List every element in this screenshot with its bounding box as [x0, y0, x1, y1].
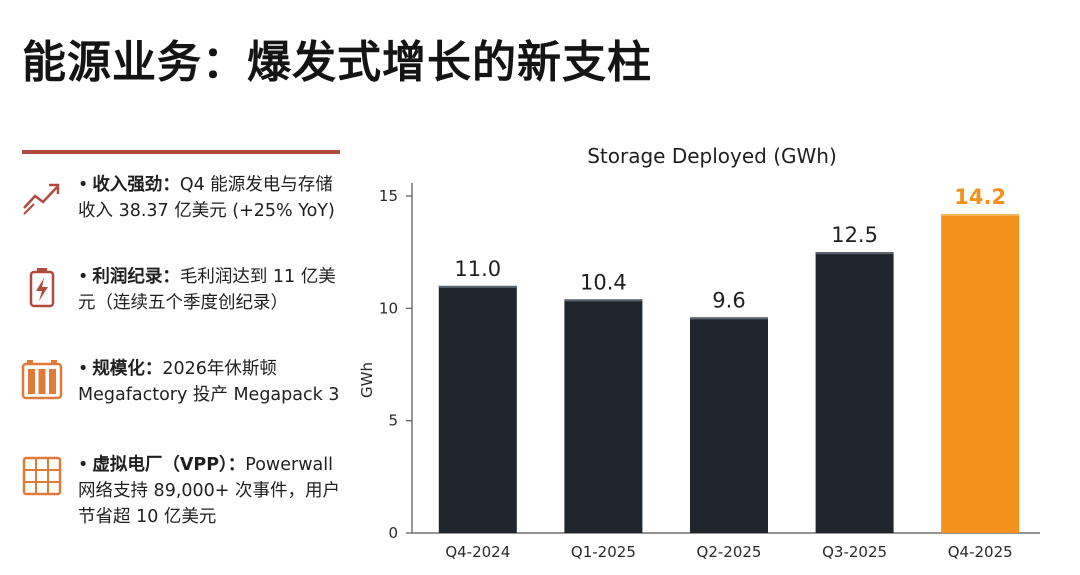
- bar-q2-2025: [690, 317, 768, 533]
- storage-bar-chart: Storage Deployed (GWh) GWh 0 5 10 15 11.0 Q4-…: [358, 144, 1040, 561]
- accent-divider: [22, 150, 340, 154]
- x-tick-label: Q4-2025: [948, 543, 1013, 561]
- x-tick-label: Q4-2024: [445, 543, 510, 561]
- bar-q4-2024: [438, 285, 517, 533]
- bar-value-label: 9.6: [712, 288, 745, 312]
- bar-value-label: 12.5: [831, 223, 878, 247]
- bar-value-label: 14.2: [954, 185, 1006, 209]
- bar-q3-2025: [815, 252, 894, 533]
- page-title: 能源业务：爆发式增长的新支柱: [22, 37, 652, 88]
- bullet-revenue: • 收入强劲：Q4 能源发电与存储收入 38.37 亿美元 (+25% YoY): [20, 172, 350, 224]
- bar-value-label: 10.4: [580, 270, 627, 294]
- y-tick-label: 15: [379, 187, 398, 205]
- bullet-profit: • 利润纪录：毛利润达到 11 亿美元（连续五个季度创纪录）: [20, 264, 350, 316]
- bullet-body: 2026年休斯顿 Megafactory 投产 Megapack 3: [78, 359, 340, 405]
- x-tick-label: Q3-2025: [822, 543, 887, 561]
- x-tick-label: Q2-2025: [697, 543, 762, 561]
- bullet-body: 毛利润达到 11 亿美元（连续五个季度创纪录）: [78, 267, 336, 313]
- y-axis-label: GWh: [358, 362, 376, 398]
- y-tick-label: 0: [388, 524, 398, 542]
- bullet-scale: • 规模化：2026年休斯顿 Megafactory 投产 Megapack 3: [20, 356, 350, 408]
- battery-charging-icon: [20, 266, 68, 314]
- y-tick-label: 5: [388, 412, 398, 430]
- bullet-vpp: • 虚拟电厂（VPP）：Powerwall 网络支持 89,000+ 次事件，用户…: [20, 452, 350, 530]
- trend-up-arrow-icon: [20, 174, 68, 222]
- bullet-head: 利润纪录：: [92, 267, 180, 287]
- y-tick-label: 10: [379, 299, 398, 317]
- bar-value-label: 11.0: [454, 257, 501, 281]
- bar-q1-2025: [564, 299, 643, 533]
- bullet-head: 收入强劲：: [92, 175, 180, 195]
- bullet-head: 虚拟电厂（VPP）：: [92, 455, 246, 475]
- battery-cells-icon: [20, 358, 68, 406]
- chart-title: Storage Deployed (GWh): [587, 144, 837, 168]
- bullet-body: Powerwall 网络支持 89,000+ 次事件，用户节省超 10 亿美元: [78, 455, 341, 527]
- bullet-body: Q4 能源发电与存储收入 38.37 亿美元 (+25% YoY): [78, 175, 335, 221]
- grid-panel-icon: [20, 454, 68, 502]
- bar-q4-2025: [941, 213, 1020, 533]
- x-tick-label: Q1-2025: [571, 543, 636, 561]
- bullet-head: 规模化：: [92, 359, 163, 379]
